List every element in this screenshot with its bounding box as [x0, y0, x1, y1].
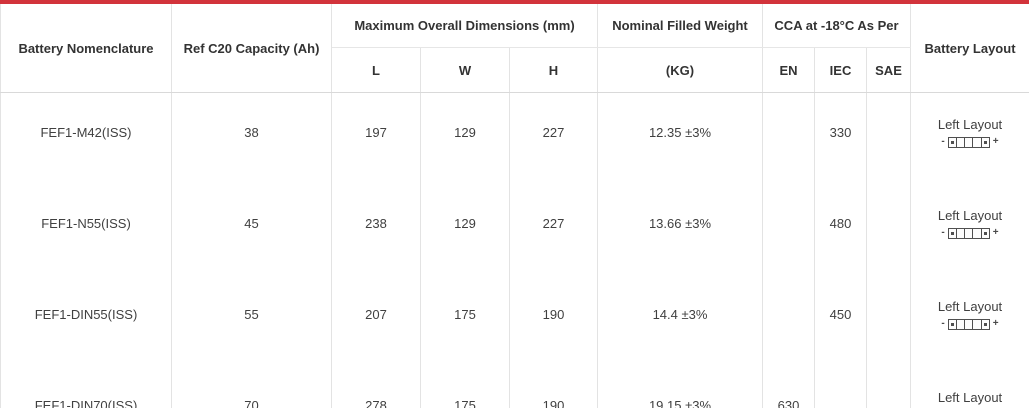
battery-layout-icon: - +: [941, 318, 999, 330]
cell-weight: 13.66 ±3%: [597, 184, 763, 275]
cell-height: 227: [509, 184, 598, 275]
col-header-width: W: [420, 47, 510, 93]
cell-cca-en: [762, 275, 815, 366]
layout-label: Left Layout: [937, 298, 1003, 314]
cell-cca-sae: [865, 92, 912, 184]
cell-cca-en: 630: [762, 366, 815, 408]
cell-battery-layout: Left Layout - +: [910, 275, 1029, 366]
battery-spec-table: Battery Nomenclature Ref C20 Capacity (A…: [0, 4, 1029, 408]
cell-nomenclature: FEF1-M42(ISS): [0, 92, 172, 184]
cell-weight: 14.4 ±3%: [597, 275, 763, 366]
minus-terminal-label: -: [941, 136, 945, 147]
minus-terminal-label: -: [941, 318, 945, 329]
table-row: FEF1-DIN70(ISS) 70 278 175 190 19.15 ±3%…: [0, 366, 1029, 408]
cell-cca-sae: [865, 275, 912, 366]
header-row-subcolumns: L W H (KG) EN IEC SAE: [1, 47, 1029, 93]
plus-terminal-label: +: [992, 227, 999, 238]
col-header-max-overall-dimensions: Maximum Overall Dimensions (mm): [331, 4, 598, 48]
cell-cca-en: [762, 184, 815, 275]
cell-cca-iec: 450: [814, 275, 867, 366]
cell-cca-sae: [865, 184, 912, 275]
cell-length: 207: [331, 275, 421, 366]
cell-cca-sae: [865, 366, 912, 408]
cell-capacity: 38: [171, 92, 332, 184]
col-header-battery-nomenclature: Battery Nomenclature: [0, 4, 172, 93]
cell-length: 278: [331, 366, 421, 408]
plus-terminal-label: +: [992, 136, 999, 147]
table-row: FEF1-N55(ISS) 45 238 129 227 13.66 ±3% 4…: [0, 184, 1029, 275]
layout-label: Left Layout: [937, 207, 1003, 223]
table-row: FEF1-DIN55(ISS) 55 207 175 190 14.4 ±3% …: [0, 275, 1029, 366]
cell-height: 190: [509, 366, 598, 408]
header-row-groups: Battery Nomenclature Ref C20 Capacity (A…: [0, 4, 1029, 93]
cell-nomenclature: FEF1-DIN70(ISS): [0, 366, 172, 408]
plus-terminal-label: +: [992, 318, 999, 329]
cell-nomenclature: FEF1-N55(ISS): [0, 184, 172, 275]
cell-cca-iec: [814, 366, 867, 408]
cell-length: 197: [331, 92, 421, 184]
cell-height: 190: [509, 275, 598, 366]
cell-battery-layout: Left Layout - +: [910, 366, 1029, 408]
cell-cca-iec: 330: [814, 92, 867, 184]
cell-width: 175: [420, 275, 510, 366]
cell-battery-layout: Left Layout - +: [910, 184, 1029, 275]
col-header-cca-en: EN: [762, 47, 815, 93]
col-header-ref-c20-capacity: Ref C20 Capacity (Ah): [171, 4, 332, 93]
col-header-length: L: [331, 47, 421, 93]
minus-terminal-label: -: [941, 227, 945, 238]
battery-layout-icon: - +: [941, 136, 999, 148]
col-header-battery-layout: Battery Layout: [910, 4, 1029, 93]
col-header-height: H: [509, 47, 598, 93]
accent-bar: [0, 0, 1029, 4]
col-header-weight-unit: (KG): [597, 47, 763, 93]
cell-width: 175: [420, 366, 510, 408]
battery-shape-icon: [947, 136, 990, 148]
cell-length: 238: [331, 184, 421, 275]
col-header-nominal-filled-weight: Nominal Filled Weight: [597, 4, 763, 48]
cell-nomenclature: FEF1-DIN55(ISS): [0, 275, 172, 366]
battery-shape-icon: [947, 318, 990, 330]
layout-label: Left Layout: [937, 389, 1003, 405]
cell-cca-iec: 480: [814, 184, 867, 275]
cell-width: 129: [420, 184, 510, 275]
battery-layout-icon: - +: [941, 227, 999, 239]
cell-weight: 12.35 ±3%: [597, 92, 763, 184]
cell-width: 129: [420, 92, 510, 184]
cell-capacity: 70: [171, 366, 332, 408]
layout-label: Left Layout: [937, 116, 1003, 132]
table-row: FEF1-M42(ISS) 38 197 129 227 12.35 ±3% 3…: [0, 92, 1029, 184]
col-header-cca-sae: SAE: [865, 47, 912, 93]
cell-battery-layout: Left Layout - +: [910, 92, 1029, 184]
battery-shape-icon: [947, 227, 990, 239]
col-header-cca-iec: IEC: [814, 47, 867, 93]
cell-weight: 19.15 ±3%: [597, 366, 763, 408]
cell-capacity: 45: [171, 184, 332, 275]
cell-capacity: 55: [171, 275, 332, 366]
cell-height: 227: [509, 92, 598, 184]
cell-cca-en: [762, 92, 815, 184]
col-header-cca: CCA at -18°C As Per: [761, 4, 912, 48]
